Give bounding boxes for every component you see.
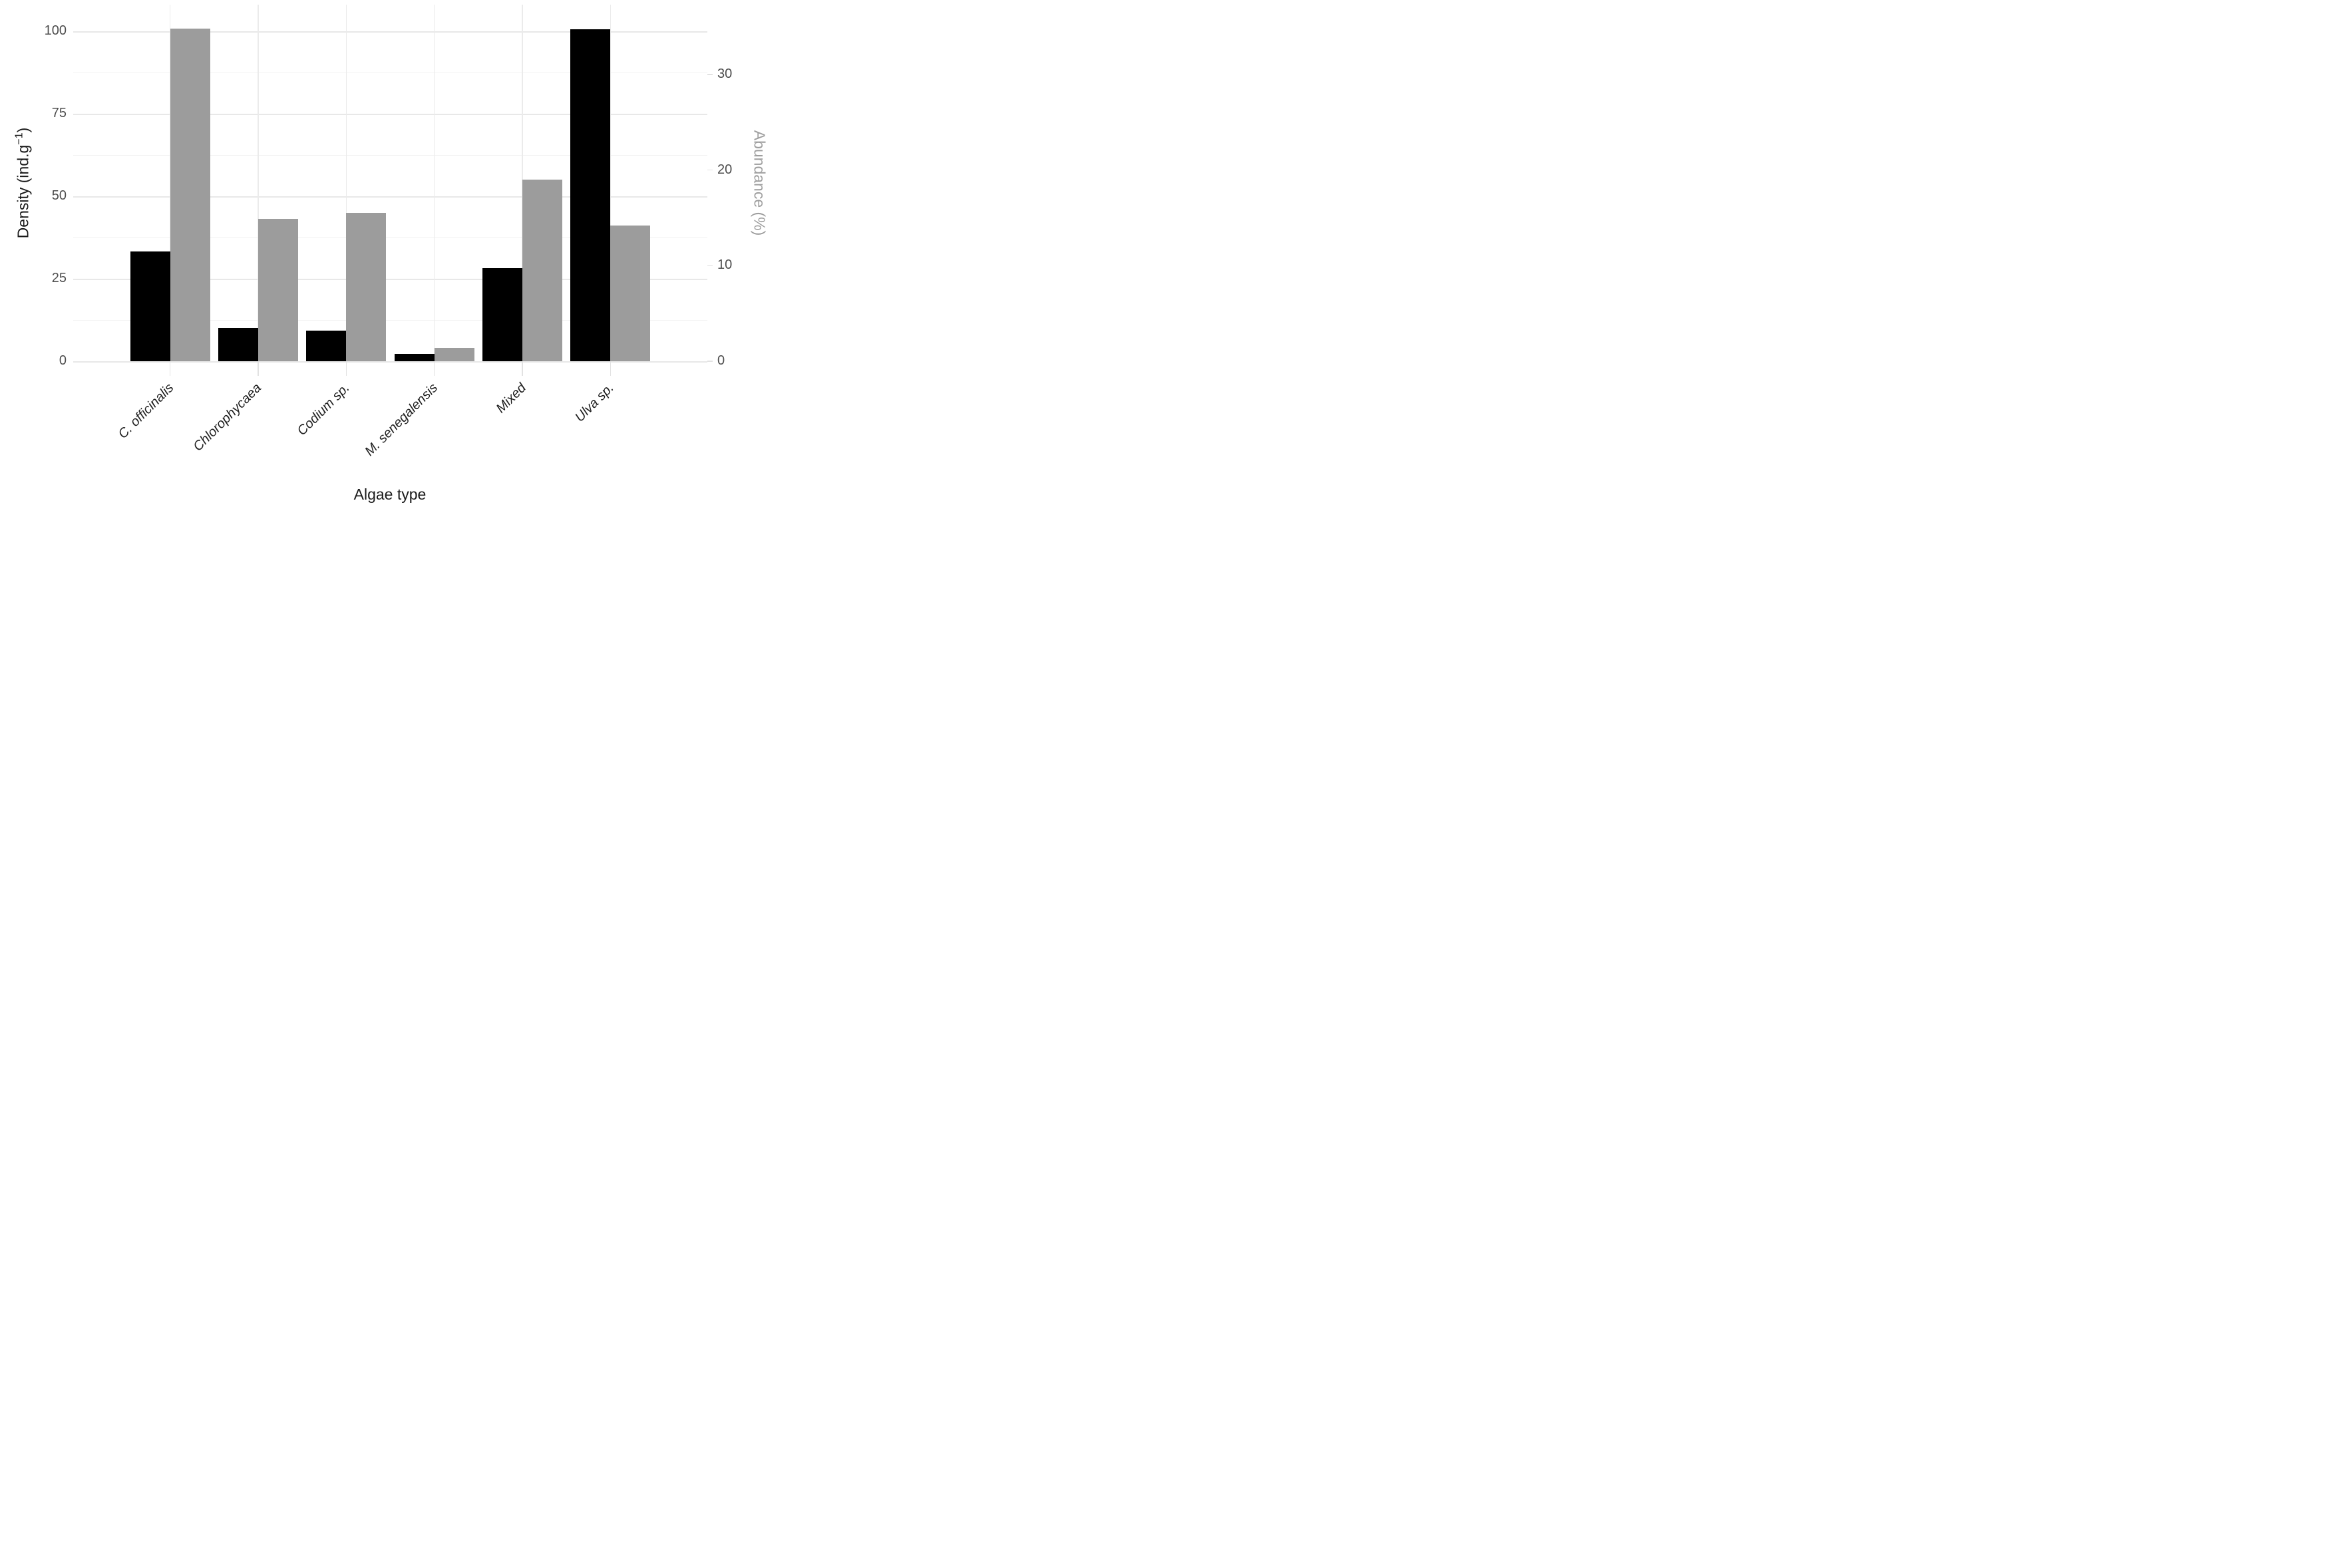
bar-abundance-6 [610, 226, 651, 361]
gridline-major [73, 361, 707, 363]
x-tick-mark [258, 361, 259, 376]
gridline-major [73, 31, 707, 33]
gridline-minor [73, 155, 707, 156]
y-left-tick-label: 0 [59, 353, 67, 368]
x-category-label: Codium sp. [294, 381, 353, 439]
gridline-minor [73, 320, 707, 321]
x-category-label: Mixed [493, 381, 529, 416]
y-right-tick-mark [707, 361, 713, 362]
y-left-tick-label: 25 [51, 271, 67, 286]
plot-panel: 0 25 50 75 100 0 10 20 30 C. officinalis Chlorophy… [0, 0, 779, 523]
bar-density-1 [130, 251, 170, 361]
y-right-tick-label: 20 [717, 162, 733, 177]
bar-abundance-2 [258, 218, 298, 361]
bar-density-5 [482, 267, 523, 361]
x-category-label: Ulva sp. [572, 381, 617, 425]
bar-density-2 [218, 328, 258, 361]
y-right-tick-mark [707, 169, 713, 171]
y-right-tick-label: 10 [717, 257, 733, 273]
x-category-label: M. senegalensis [362, 381, 441, 459]
bar-density-4 [394, 354, 435, 361]
bar-abundance-3 [346, 213, 387, 361]
x-tick-mark [169, 361, 171, 376]
y-left-tick-label: 75 [51, 106, 67, 121]
x-axis-title: Algae type [353, 486, 427, 503]
gridline-minor [73, 237, 707, 239]
y-right-tick-label: 30 [717, 67, 733, 82]
gridline-vertical [610, 5, 612, 361]
bar-abundance-5 [522, 180, 563, 361]
chart-page: 0 25 50 75 100 0 10 20 30 C. officinalis Chlorophy… [0, 0, 779, 523]
y-axis-title-left: Density (ind.g−1) [13, 127, 32, 239]
x-tick-mark [610, 361, 612, 376]
bar-abundance-1 [170, 29, 210, 361]
x-category-label: Chlorophycaea [190, 381, 265, 454]
gridline-major [73, 196, 707, 198]
x-tick-mark [522, 361, 523, 376]
gridline-vertical [345, 5, 347, 361]
gridline-major [73, 279, 707, 280]
y-axis-title-right: Abundance (%) [751, 130, 769, 236]
bar-density-6 [570, 29, 611, 361]
x-tick-mark [433, 361, 435, 376]
gridline-major [73, 114, 707, 115]
y-right-tick-mark [707, 265, 713, 267]
y-right-tick-mark [707, 74, 713, 75]
bar-abundance-4 [434, 347, 474, 361]
bar-density-3 [306, 331, 347, 361]
x-category-label: C. officinalis [115, 381, 177, 442]
gridline-vertical [434, 5, 435, 361]
y-left-tick-label: 50 [51, 188, 67, 204]
x-tick-mark [345, 361, 347, 376]
y-right-tick-label: 0 [717, 353, 725, 368]
y-left-tick-label: 100 [44, 23, 67, 39]
